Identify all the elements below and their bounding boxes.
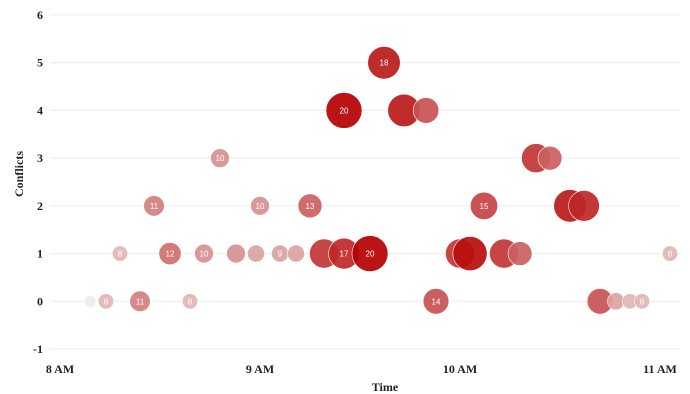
x-tick-label: 10 AM xyxy=(443,362,477,376)
bubble-circle xyxy=(97,293,115,310)
bubble-label: 13 xyxy=(306,202,315,211)
bubble-circle xyxy=(226,243,246,264)
bubble-circle xyxy=(452,236,488,272)
bubble-circle xyxy=(661,245,679,262)
bubble-label: 20 xyxy=(366,250,375,259)
bubble-label: 10 xyxy=(256,202,265,211)
bubble xyxy=(507,241,533,266)
bubble-circle xyxy=(367,46,401,80)
bubble xyxy=(287,244,305,263)
bubble xyxy=(83,294,97,308)
bubble-circle xyxy=(568,190,600,222)
bubble xyxy=(247,244,265,263)
bubble-circle xyxy=(297,193,323,219)
y-tick-label: 3 xyxy=(37,151,43,165)
bubble: 10 xyxy=(194,243,214,264)
bubble-circle xyxy=(83,294,97,308)
bubble-label: 10 xyxy=(200,250,209,259)
y-tick-label: -1 xyxy=(33,342,43,356)
bubble-label: 8 xyxy=(668,250,673,259)
bubble: 8 xyxy=(661,245,679,262)
bubble: 9 xyxy=(271,244,289,263)
bubble: 12 xyxy=(158,242,182,266)
bubble-label: 9 xyxy=(278,250,283,259)
y-tick-label: 2 xyxy=(37,199,43,213)
bubble-label: 8 xyxy=(104,297,109,306)
bubble xyxy=(568,190,600,222)
y-tick-label: 6 xyxy=(37,8,43,22)
bubble-circle xyxy=(422,288,450,315)
bubble: 20 xyxy=(351,235,389,272)
x-tick-label: 8 AM xyxy=(46,362,74,376)
bubble: 11 xyxy=(143,195,165,217)
x-tick-labels: 8 AM 9 AM 10 AM 11 AM xyxy=(46,362,677,376)
y-tick-label: 4 xyxy=(37,103,43,117)
bubble-label: 17 xyxy=(340,250,349,259)
bubble-label: 15 xyxy=(480,202,489,211)
bubble-label: 14 xyxy=(432,297,441,306)
bubble-label: 8 xyxy=(118,250,123,259)
bubble: 11 xyxy=(129,290,151,312)
bubble-label: 11 xyxy=(136,297,145,306)
bubble: 15 xyxy=(469,191,499,220)
bubble xyxy=(452,236,488,272)
bubble xyxy=(412,97,440,124)
bubble-circle xyxy=(507,241,533,266)
bubbles: 8 11 8 8 12 10 9 17 20 11 10 13 10 20 18 14 15 8 8 xyxy=(83,46,679,315)
bubble-circle xyxy=(351,235,389,272)
bubble: 13 xyxy=(297,193,323,219)
bubble-label: 11 xyxy=(150,202,159,211)
bubble-circle xyxy=(287,244,305,263)
bubble-label: 20 xyxy=(340,106,349,115)
bubble: 8 xyxy=(181,293,199,310)
bubble-circle xyxy=(325,92,363,129)
bubble-circle xyxy=(412,97,440,124)
bubble-label: 10 xyxy=(216,154,225,163)
bubble-circle xyxy=(194,243,214,264)
x-axis-title: Time xyxy=(372,380,399,394)
bubble-circle xyxy=(143,195,165,217)
bubble: 10 xyxy=(210,148,230,168)
y-axis-title: Conflicts xyxy=(12,151,26,197)
bubble-circle xyxy=(210,148,230,168)
bubble: 8 xyxy=(633,293,651,310)
bubble: 8 xyxy=(111,245,129,262)
x-tick-label: 11 AM xyxy=(643,362,677,376)
bubble: 18 xyxy=(367,46,401,80)
bubble-circle xyxy=(250,196,270,216)
bubble-circle xyxy=(537,145,563,171)
bubble xyxy=(537,145,563,171)
bubble-label: 12 xyxy=(166,250,175,259)
bubble-circle xyxy=(158,242,182,266)
bubble-circle xyxy=(111,245,129,262)
x-tick-label: 9 AM xyxy=(246,362,274,376)
bubble-circle xyxy=(129,290,151,312)
bubble-circle xyxy=(469,191,499,220)
bubble xyxy=(226,243,246,264)
bubble-circle xyxy=(181,293,199,310)
y-tick-label: 5 xyxy=(37,56,43,70)
bubble: 8 xyxy=(97,293,115,310)
bubble-label: 18 xyxy=(380,59,389,68)
bubble: 14 xyxy=(422,288,450,315)
bubble: 10 xyxy=(250,196,270,216)
bubble-label: 8 xyxy=(640,297,645,306)
y-tick-label: 1 xyxy=(37,247,43,261)
y-tick-labels: -1 0 1 2 3 4 5 6 xyxy=(33,8,43,356)
y-tick-label: 0 xyxy=(37,294,43,308)
bubble-circle xyxy=(633,293,651,310)
bubble-label: 8 xyxy=(188,297,193,306)
bubble-circle xyxy=(247,244,265,263)
bubble: 17 xyxy=(328,237,360,270)
bubble: 20 xyxy=(325,92,363,129)
